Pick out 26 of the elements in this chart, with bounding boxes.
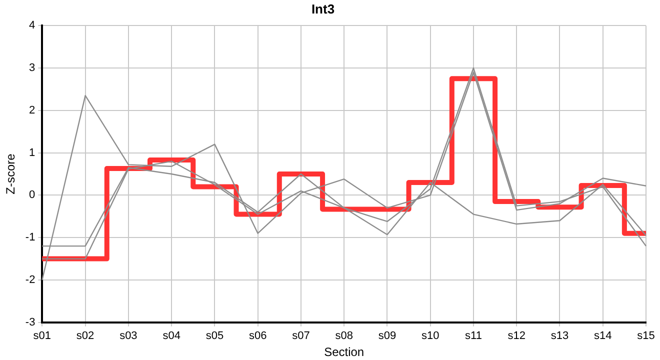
y-tick-label: 3 [29, 62, 36, 74]
x-tick-label: s06 [248, 330, 267, 342]
x-tick-label: s02 [76, 330, 94, 342]
y-axis-title: Z-score [4, 153, 18, 194]
x-tick-label: s14 [594, 330, 612, 342]
y-tick-label: 1 [29, 146, 36, 159]
y-tick-label: -2 [25, 274, 36, 286]
x-tick-label: s08 [335, 330, 353, 342]
x-tick-label: s09 [378, 330, 396, 342]
x-tick-label: s15 [637, 330, 655, 342]
y-tick-label: 2 [29, 104, 36, 116]
x-tick-label: s13 [550, 330, 569, 342]
y-tick-label: -3 [25, 316, 36, 328]
x-tick-label: s11 [465, 330, 482, 342]
x-tick-label: s12 [508, 330, 526, 342]
y-tick-label: 0 [29, 189, 36, 202]
x-tick-label: s01 [33, 330, 52, 342]
x-axis-title: Section [324, 345, 364, 360]
x-tick-label: s10 [421, 330, 440, 342]
x-tick-label: s07 [292, 330, 310, 342]
x-tick-label: s04 [162, 330, 180, 342]
chart-title: Int3 [311, 1, 335, 16]
x-tick-label: s05 [206, 330, 224, 342]
x-tick-label: s03 [120, 330, 138, 342]
y-tick-label: 4 [29, 20, 36, 32]
y-tick-label: -1 [25, 232, 36, 244]
